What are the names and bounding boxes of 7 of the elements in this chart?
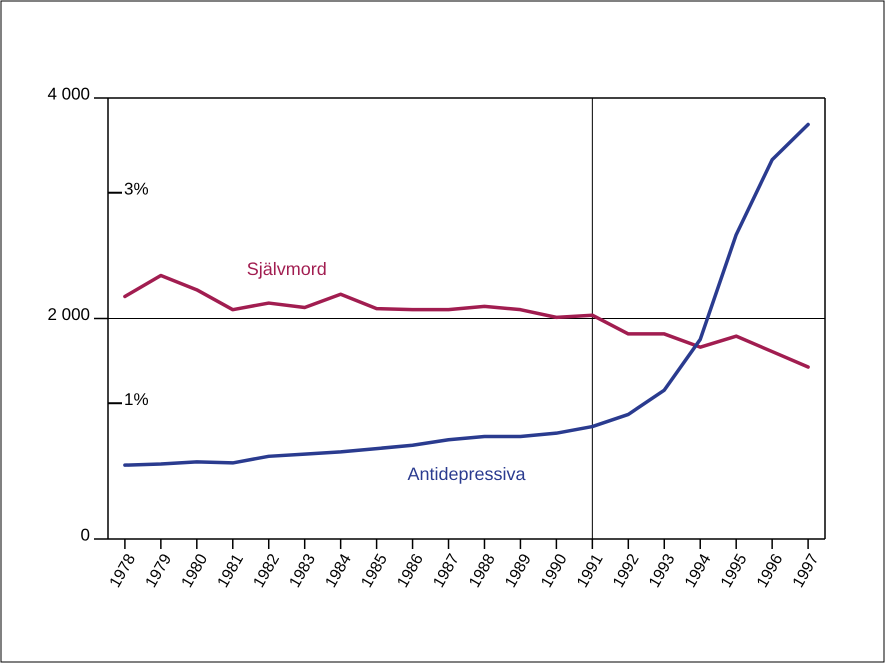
y2-tick-label: 1%	[124, 390, 149, 409]
y-tick-label: 4 000	[47, 84, 90, 104]
y-tick-label: 0	[80, 526, 90, 545]
y2-tick-label: 3%	[124, 179, 149, 198]
y-tick-label: 2 000	[47, 305, 90, 324]
series-label: Antidepressiva	[407, 464, 527, 484]
series-label: Självmord	[246, 259, 327, 280]
